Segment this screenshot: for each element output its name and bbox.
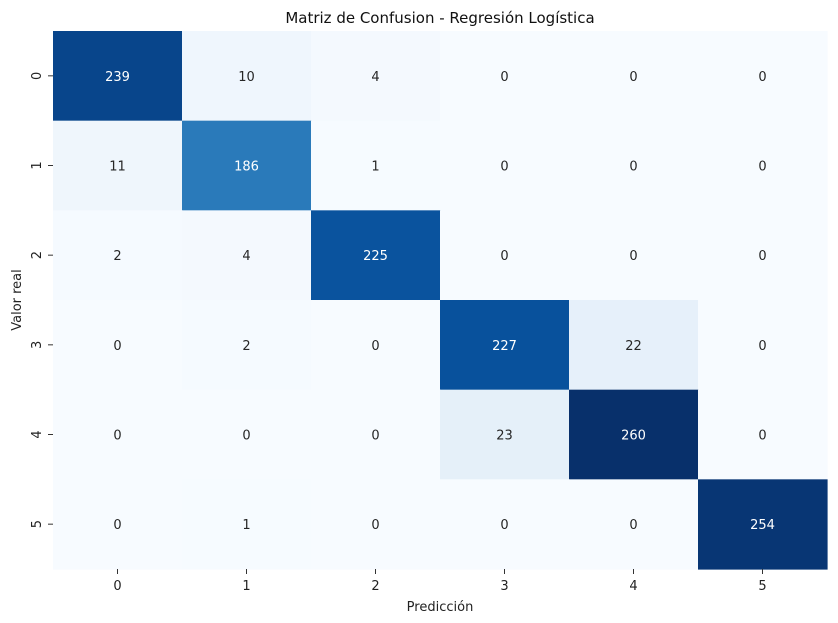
x-tick-label: 3 [500,579,508,594]
heatmap-cell [698,31,828,122]
cell-value-label: 1 [242,518,250,533]
cell-value-label: 239 [105,70,130,85]
heatmap-cell [569,479,699,570]
heatmap-cell [311,389,441,480]
heatmap-cell [182,210,312,301]
heatmap-cell [440,300,570,391]
y-tick-label: 4 [30,430,45,438]
cell-value-label: 2 [113,249,121,264]
heatmap-cell [182,479,312,570]
heatmap-cell [311,479,441,570]
heatmap-cell [569,389,699,480]
heatmap-cell [182,389,312,480]
y-axis-label: Valor real [10,269,25,331]
heatmap-cell [569,210,699,301]
heatmap-cell [698,300,828,391]
heatmap-cell [182,300,312,391]
cell-value-label: 0 [242,429,250,444]
cell-value-label: 0 [371,429,379,444]
cell-value-label: 0 [500,160,508,175]
heatmap-cell [53,31,183,122]
x-tick-label: 4 [629,579,637,594]
cell-value-label: 4 [242,249,250,264]
heatmap-cell [698,120,828,211]
cell-value-label: 186 [234,160,259,175]
cell-value-label: 0 [758,160,766,175]
cell-value-label: 0 [371,518,379,533]
heatmap-cell [569,31,699,122]
cell-value-label: 4 [371,70,379,85]
cell-value-label: 0 [629,518,637,533]
cell-value-label: 225 [363,249,388,264]
cell-value-label: 0 [113,339,121,354]
heatmap-cell [182,31,312,122]
heatmap-cell [440,31,570,122]
x-tick-label: 0 [113,579,121,594]
y-tick-label: 0 [30,72,45,80]
cell-value-label: 0 [113,518,121,533]
cell-value-label: 22 [625,339,642,354]
cell-value-label: 0 [371,339,379,354]
cell-value-label: 0 [629,70,637,85]
cell-value-label: 23 [496,429,513,444]
heatmap-cell [182,120,312,211]
cell-value-label: 0 [629,160,637,175]
cell-value-label: 0 [113,429,121,444]
heatmap-cell [311,300,441,391]
cell-value-label: 10 [238,70,255,85]
heatmap-cell [569,120,699,211]
x-tick-label: 5 [758,579,766,594]
x-tick-label: 2 [371,579,379,594]
cell-value-label: 0 [629,249,637,264]
cell-value-label: 0 [500,249,508,264]
heatmap-cell [440,479,570,570]
cell-value-label: 227 [492,339,517,354]
y-tick-label: 2 [30,251,45,259]
heatmap-cell [53,389,183,480]
y-axis-ticks: 0 1 2 3 4 5 [30,72,53,528]
heatmap-cell [53,300,183,391]
heatmap-cell [53,479,183,570]
y-tick-label: 5 [30,520,45,528]
cell-value-label: 1 [371,160,379,175]
heatmap-cell [698,479,828,570]
cell-value-label: 0 [758,339,766,354]
heatmap-cell [698,389,828,480]
heatmap-cell [698,210,828,301]
cell-value-label: 0 [758,70,766,85]
cell-value-label: 0 [500,518,508,533]
heatmap-cell [311,210,441,301]
heatmap-cell [440,389,570,480]
heatmap-cell [440,120,570,211]
heatmap-cell [53,210,183,301]
x-axis-ticks: 0 1 2 3 4 5 [113,569,767,594]
cell-value-label: 260 [621,429,646,444]
cell-value-label: 0 [500,70,508,85]
y-tick-label: 1 [30,161,45,169]
cell-value-label: 0 [758,249,766,264]
cell-value-label: 11 [109,160,126,175]
chart-title: Matriz de Confusion - Regresión Logístic… [285,9,594,27]
heatmap-cell [53,120,183,211]
heatmap-cell [311,31,441,122]
cell-value-label: 2 [242,339,250,354]
x-axis-label: Predicción [407,600,474,615]
y-tick-label: 3 [30,341,45,349]
heatmap-cells: 239 10 4 0 0 011 186 1 0 0 02 4 225 0 0 00 2 0 227 22 00 0 0 23… [53,31,828,570]
cell-value-label: 254 [750,518,775,533]
cell-value-label: 0 [758,429,766,444]
heatmap-cell [311,120,441,211]
heatmap-cell [440,210,570,301]
heatmap-cell [569,300,699,391]
x-tick-label: 1 [242,579,250,594]
